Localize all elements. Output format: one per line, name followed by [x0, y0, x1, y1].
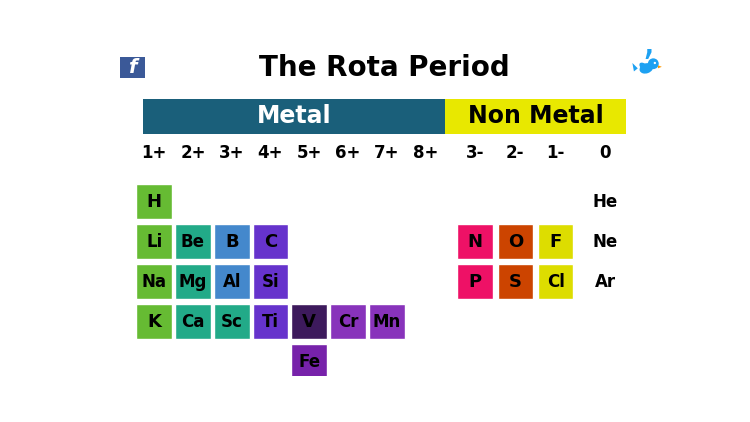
Text: Metal: Metal [256, 105, 331, 128]
Text: Ar: Ar [595, 273, 616, 291]
FancyBboxPatch shape [330, 304, 366, 339]
FancyBboxPatch shape [214, 264, 250, 299]
FancyBboxPatch shape [538, 264, 574, 299]
FancyBboxPatch shape [175, 224, 211, 259]
Text: B: B [225, 233, 238, 251]
Text: He: He [592, 192, 618, 211]
Polygon shape [632, 63, 638, 71]
Text: Al: Al [223, 273, 241, 291]
Text: Sc: Sc [220, 313, 243, 331]
FancyBboxPatch shape [538, 224, 574, 259]
Text: S: S [509, 273, 522, 291]
FancyBboxPatch shape [142, 99, 445, 134]
Text: Cl: Cl [547, 273, 565, 291]
Text: Mg: Mg [178, 273, 207, 291]
Text: ’: ’ [641, 46, 655, 89]
Text: The Rota Period: The Rota Period [259, 54, 510, 81]
Text: 2-: 2- [506, 144, 524, 162]
FancyBboxPatch shape [214, 224, 250, 259]
FancyBboxPatch shape [458, 224, 493, 259]
Text: Li: Li [146, 233, 162, 251]
Text: Mn: Mn [373, 313, 400, 331]
FancyBboxPatch shape [136, 264, 172, 299]
FancyBboxPatch shape [253, 304, 288, 339]
Text: 6+: 6+ [335, 144, 361, 162]
Text: Ne: Ne [592, 233, 618, 251]
Text: 4+: 4+ [258, 144, 284, 162]
FancyBboxPatch shape [136, 304, 172, 339]
FancyBboxPatch shape [291, 344, 327, 379]
Text: Cr: Cr [338, 313, 358, 331]
FancyBboxPatch shape [497, 224, 533, 259]
Text: 2+: 2+ [180, 144, 206, 162]
Text: O: O [508, 233, 523, 251]
Text: Ti: Ti [262, 313, 279, 331]
FancyBboxPatch shape [175, 264, 211, 299]
Text: Non Metal: Non Metal [468, 105, 603, 128]
Text: 5+: 5+ [296, 144, 322, 162]
Text: Na: Na [142, 273, 166, 291]
FancyBboxPatch shape [120, 57, 145, 78]
Text: P: P [469, 273, 482, 291]
FancyBboxPatch shape [445, 99, 626, 134]
FancyBboxPatch shape [497, 264, 533, 299]
Text: F: F [550, 233, 562, 251]
Text: 3-: 3- [466, 144, 484, 162]
Text: 1-: 1- [547, 144, 565, 162]
Circle shape [648, 58, 658, 69]
Text: K: K [147, 313, 161, 331]
Text: Si: Si [262, 273, 279, 291]
Circle shape [654, 62, 656, 64]
FancyBboxPatch shape [369, 304, 404, 339]
Text: f: f [128, 58, 136, 77]
Text: 8+: 8+ [413, 144, 438, 162]
Text: 1+: 1+ [142, 144, 167, 162]
Text: H: H [147, 192, 162, 211]
FancyBboxPatch shape [253, 264, 288, 299]
Text: C: C [264, 233, 277, 251]
Text: 7+: 7+ [374, 144, 400, 162]
Text: Fe: Fe [298, 353, 320, 371]
FancyBboxPatch shape [175, 304, 211, 339]
FancyBboxPatch shape [291, 304, 327, 339]
Ellipse shape [640, 62, 649, 71]
Text: V: V [302, 313, 316, 331]
FancyBboxPatch shape [253, 224, 288, 259]
FancyBboxPatch shape [136, 184, 172, 219]
Text: Ca: Ca [182, 313, 205, 331]
Text: N: N [467, 233, 482, 251]
FancyBboxPatch shape [214, 304, 250, 339]
Ellipse shape [640, 63, 653, 73]
Text: 0: 0 [599, 144, 611, 162]
Text: 3+: 3+ [219, 144, 245, 162]
Text: Be: Be [181, 233, 205, 251]
FancyBboxPatch shape [136, 224, 172, 259]
Polygon shape [658, 65, 662, 68]
FancyBboxPatch shape [458, 264, 493, 299]
